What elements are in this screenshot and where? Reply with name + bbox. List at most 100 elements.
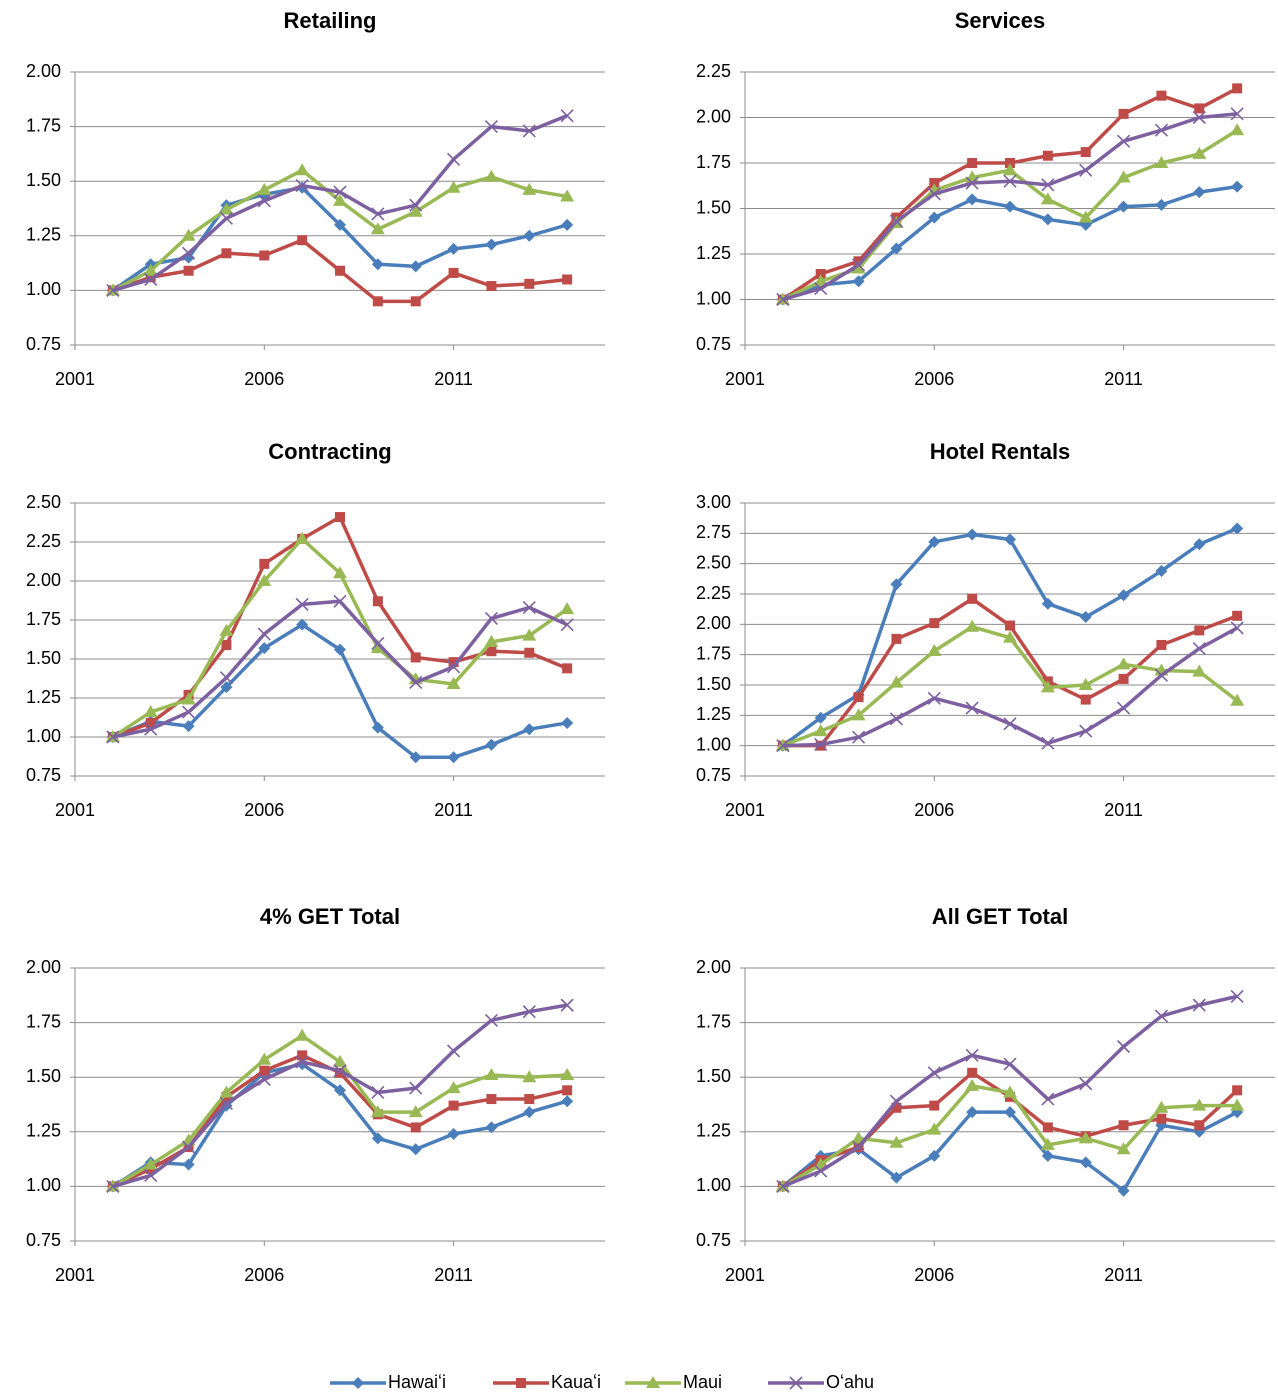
data-point bbox=[560, 602, 575, 615]
data-point bbox=[485, 1121, 498, 1134]
data-point bbox=[1040, 1137, 1055, 1150]
data-point bbox=[851, 261, 866, 274]
data-point bbox=[144, 1168, 158, 1183]
data-point bbox=[929, 178, 940, 189]
x-tick-label: 2006 bbox=[244, 369, 284, 389]
data-point bbox=[257, 182, 272, 195]
data-point bbox=[334, 643, 346, 656]
y-tick-label: 0.75 bbox=[26, 334, 61, 354]
data-point bbox=[852, 730, 866, 744]
y-tick-label: 2.00 bbox=[696, 613, 731, 633]
data-point bbox=[370, 222, 385, 235]
data-point bbox=[447, 152, 461, 166]
data-point bbox=[929, 618, 940, 629]
chart-title: All GET Total bbox=[932, 904, 1068, 929]
data-point bbox=[1003, 717, 1017, 731]
data-point bbox=[484, 1068, 499, 1081]
data-point bbox=[853, 256, 864, 267]
data-point bbox=[335, 265, 345, 276]
data-point bbox=[371, 1085, 385, 1100]
data-point bbox=[522, 182, 537, 195]
legend-label: Hawaiʻi bbox=[388, 1372, 446, 1392]
y-tick-label: 1.25 bbox=[26, 1121, 61, 1141]
data-point bbox=[409, 260, 422, 273]
data-point bbox=[143, 263, 158, 276]
data-point bbox=[522, 1070, 537, 1083]
data-point bbox=[409, 198, 423, 212]
data-point bbox=[1079, 1077, 1093, 1091]
data-point bbox=[1230, 621, 1244, 635]
data-point bbox=[446, 1081, 461, 1094]
data-point bbox=[408, 204, 423, 217]
data-point bbox=[524, 1094, 535, 1105]
data-point bbox=[297, 235, 308, 246]
data-point bbox=[1041, 736, 1055, 750]
data-point bbox=[560, 618, 574, 632]
data-point bbox=[219, 211, 233, 225]
x-tick-label: 2001 bbox=[725, 369, 765, 389]
data-point bbox=[485, 738, 498, 751]
data-point bbox=[409, 675, 423, 689]
data-point bbox=[371, 207, 385, 221]
y-tick-label: 2.00 bbox=[26, 957, 61, 977]
data-point bbox=[1155, 198, 1168, 211]
data-point bbox=[295, 531, 310, 544]
data-point bbox=[890, 578, 903, 591]
data-point bbox=[853, 692, 864, 703]
data-point bbox=[561, 218, 574, 231]
y-tick-label: 0.75 bbox=[26, 1230, 61, 1250]
data-point bbox=[890, 1171, 903, 1184]
y-tick-label: 1.75 bbox=[696, 1011, 731, 1031]
data-point bbox=[1192, 110, 1206, 125]
data-point bbox=[1004, 1106, 1016, 1119]
data-point bbox=[965, 1048, 979, 1062]
data-point bbox=[927, 1122, 942, 1135]
data-point bbox=[927, 691, 941, 705]
y-tick-label: 1.00 bbox=[26, 1175, 61, 1195]
data-point bbox=[1078, 210, 1093, 223]
y-tick-label: 0.75 bbox=[696, 1230, 731, 1250]
legend-label: Maui bbox=[683, 1372, 722, 1392]
data-point bbox=[1041, 213, 1054, 226]
data-point bbox=[447, 751, 460, 764]
y-tick-label: 1.25 bbox=[26, 225, 61, 245]
data-point bbox=[410, 1122, 421, 1133]
data-point bbox=[1230, 123, 1245, 136]
data-point bbox=[1192, 998, 1206, 1012]
data-point bbox=[484, 611, 498, 626]
y-tick-label: 2.25 bbox=[696, 61, 731, 81]
data-point bbox=[1230, 107, 1244, 121]
data-point bbox=[295, 163, 310, 176]
data-point bbox=[410, 652, 421, 663]
data-point bbox=[561, 1095, 574, 1108]
data-point bbox=[1156, 90, 1167, 101]
y-tick-label: 1.00 bbox=[26, 726, 61, 746]
data-point bbox=[1040, 680, 1055, 693]
data-point bbox=[106, 283, 120, 297]
data-point bbox=[560, 1068, 575, 1081]
y-tick-label: 1.50 bbox=[696, 1066, 731, 1086]
y-tick-label: 1.75 bbox=[26, 115, 61, 135]
x-tick-label: 2011 bbox=[434, 1265, 473, 1285]
legend-label: Oʻahu bbox=[826, 1372, 874, 1392]
data-point bbox=[929, 1100, 940, 1111]
data-point bbox=[1079, 163, 1093, 177]
data-point bbox=[295, 1028, 310, 1041]
data-point bbox=[562, 274, 573, 285]
data-point bbox=[1118, 673, 1129, 684]
data-point bbox=[966, 528, 979, 541]
data-point bbox=[371, 1132, 384, 1145]
data-point bbox=[335, 1067, 345, 1078]
x-tick-label: 2001 bbox=[725, 1265, 765, 1285]
data-point bbox=[370, 641, 385, 654]
data-point bbox=[183, 265, 194, 276]
data-point bbox=[1230, 989, 1244, 1003]
data-point bbox=[296, 618, 309, 631]
data-point bbox=[372, 596, 383, 607]
x-tick-label: 2011 bbox=[1104, 369, 1143, 389]
data-point bbox=[182, 705, 196, 719]
data-point bbox=[524, 278, 535, 289]
data-point bbox=[484, 1013, 498, 1027]
data-point bbox=[967, 593, 978, 604]
